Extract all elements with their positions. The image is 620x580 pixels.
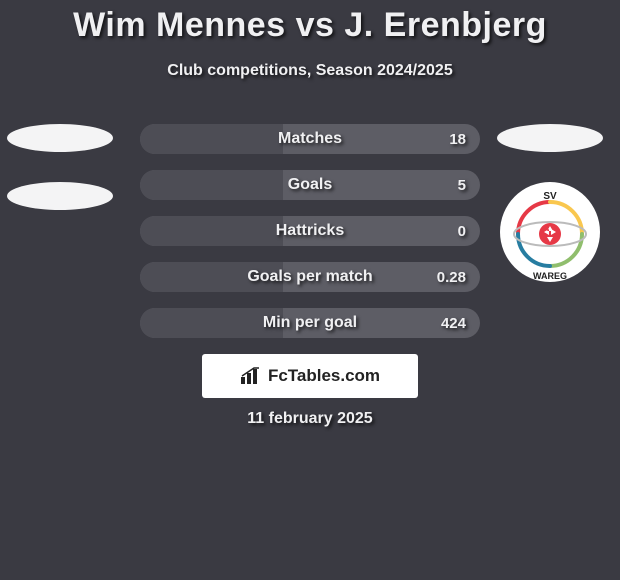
title-vs: vs	[296, 6, 335, 44]
branding-text: FcTables.com	[268, 366, 380, 386]
stat-value-right: 18	[449, 124, 466, 154]
club-badge-svg: SV WAREG	[500, 182, 600, 282]
branding-badge[interactable]: FcTables.com	[202, 354, 418, 398]
title-player1: Wim Mennes	[73, 6, 286, 44]
page-title: Wim Mennes vs J. Erenbjerg	[0, 0, 620, 45]
stat-bar: Hattricks0	[140, 216, 480, 246]
stat-label: Matches	[140, 124, 480, 154]
stat-label: Hattricks	[140, 216, 480, 246]
stat-value-right: 0	[458, 216, 466, 246]
title-player2: J. Erenbjerg	[344, 6, 547, 44]
club-badge: SV WAREG	[500, 182, 600, 282]
stat-label: Min per goal	[140, 308, 480, 338]
placeholder-ellipse	[497, 124, 603, 152]
left-player-column	[0, 124, 120, 210]
placeholder-ellipse	[7, 124, 113, 152]
right-player-column: SV WAREG	[490, 124, 610, 282]
bar-chart-icon	[240, 367, 262, 385]
stat-bar: Goals5	[140, 170, 480, 200]
placeholder-ellipse	[7, 182, 113, 210]
stats-list: Matches18 Goals5 Hattricks0 Goals per match…	[140, 124, 480, 338]
stat-value-right: 424	[441, 308, 466, 338]
svg-text:SV: SV	[543, 191, 557, 202]
stat-label: Goals per match	[140, 262, 480, 292]
stat-bar: Goals per match0.28	[140, 262, 480, 292]
stat-value-right: 5	[458, 170, 466, 200]
stat-bar: Min per goal424	[140, 308, 480, 338]
stat-bar: Matches18	[140, 124, 480, 154]
comparison-card: Wim Mennes vs J. Erenbjerg Club competit…	[0, 0, 620, 580]
subtitle: Club competitions, Season 2024/2025	[0, 62, 620, 80]
date-label: 11 february 2025	[0, 410, 620, 428]
svg-text:WAREG: WAREG	[533, 271, 567, 281]
stat-label: Goals	[140, 170, 480, 200]
stat-value-right: 0.28	[437, 262, 466, 292]
